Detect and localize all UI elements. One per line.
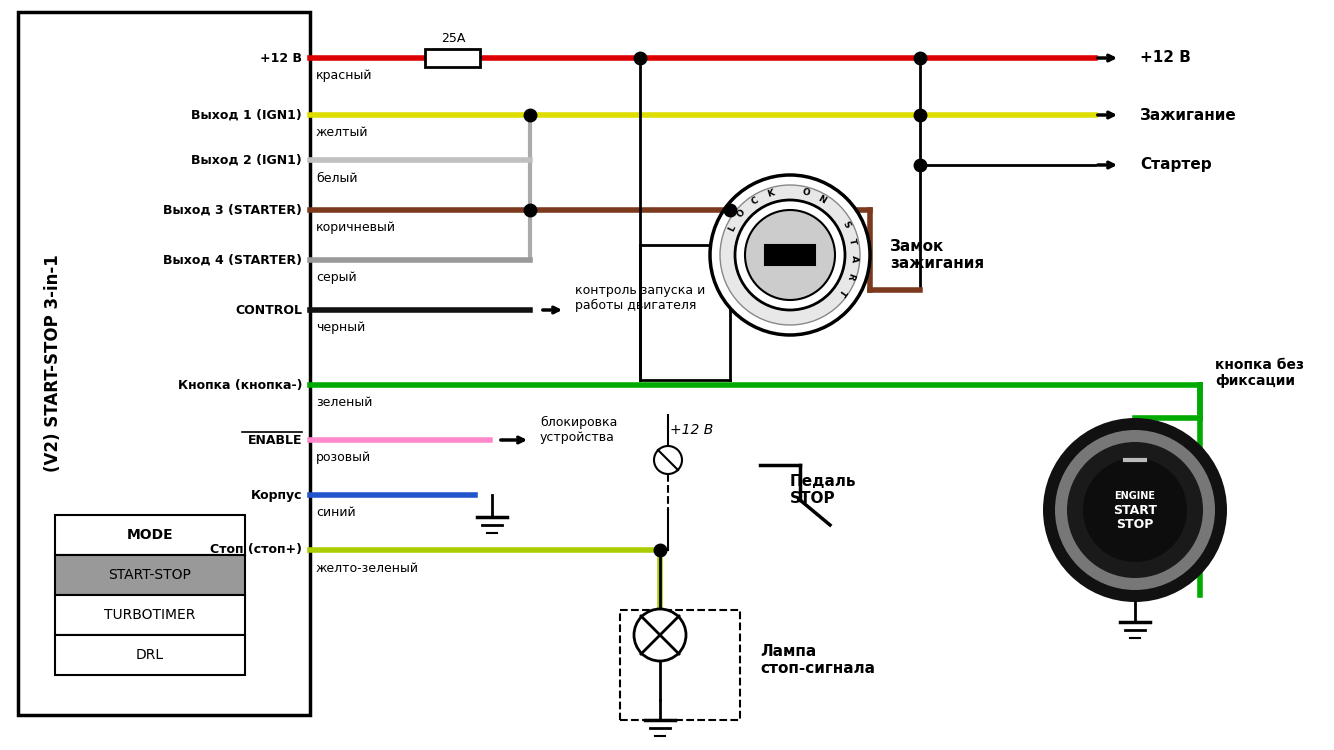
Text: +12 В: +12 В [670,423,714,437]
Text: Педаль
STOP: Педаль STOP [790,474,856,506]
Text: DRL: DRL [136,648,164,662]
Text: красный: красный [316,70,372,82]
Text: Выход 4 (STARTER): Выход 4 (STARTER) [163,254,301,266]
Text: O: O [735,207,747,219]
Text: (V2) START-STOP 3-in-1: (V2) START-STOP 3-in-1 [44,255,61,472]
Text: ENABLE: ENABLE [248,433,301,446]
Text: T: T [847,237,858,245]
Bar [55,635,245,675]
Text: Выход 2 (IGN1): Выход 2 (IGN1) [191,154,301,166]
Text: кнопка без
фиксации: кнопка без фиксации [1215,358,1305,388]
Bar [55,555,245,595]
Circle shape [1067,442,1203,578]
Circle shape [710,175,870,335]
Text: Лампа
стоп-сигнала: Лампа стоп-сигнала [760,644,875,676]
Text: +12 B: +12 B [260,52,301,64]
Text: N: N [816,194,827,206]
Text: Стартер: Стартер [1141,158,1211,172]
Text: +12 В: +12 В [1141,50,1191,65]
Text: зеленый: зеленый [316,397,372,410]
Text: START-STOP: START-STOP [108,568,192,582]
Text: T: T [836,286,848,297]
Text: ENGINE: ENGINE [1114,491,1155,501]
Text: Корпус: Корпус [251,488,301,502]
Circle shape [654,446,682,474]
Text: Выход 1 (IGN1): Выход 1 (IGN1) [191,109,301,122]
Text: O: O [800,188,811,198]
Circle shape [744,210,835,300]
Text: TURBOTIMER: TURBOTIMER [104,608,196,622]
Text: L: L [727,224,738,232]
Text: S: S [840,220,852,230]
Text: желтый: желтый [316,127,368,140]
Bar [764,245,815,265]
Text: Замок
зажигания: Замок зажигания [890,238,984,272]
Text: K: K [766,188,775,200]
Text: синий: синий [316,506,356,520]
Text: блокировка
устройства: блокировка устройства [540,416,618,444]
Text: розовый: розовый [316,452,371,464]
Text: R: R [844,272,856,280]
Text: коричневый: коричневый [316,221,396,235]
Text: желто-зеленый: желто-зеленый [316,562,419,574]
Circle shape [634,609,686,661]
Circle shape [1055,430,1215,590]
Bar [620,610,740,720]
Text: MODE: MODE [127,528,173,542]
Text: CONTROL: CONTROL [235,304,301,316]
Text: серый: серый [316,272,356,284]
Circle shape [735,200,844,310]
Text: белый: белый [316,172,358,184]
Text: C: C [750,196,760,207]
Text: Зажигание: Зажигание [1141,107,1237,122]
Text: START: START [1113,503,1157,517]
Circle shape [720,185,860,325]
Bar [17,12,309,715]
Text: Стоп (стоп+): Стоп (стоп+) [209,544,301,556]
Text: Выход 3 (STARTER): Выход 3 (STARTER) [163,203,301,217]
Bar [426,49,480,67]
Bar [55,595,245,635]
Text: Кнопка (кнопка-): Кнопка (кнопка-) [177,379,301,392]
Text: черный: черный [316,322,366,334]
Circle shape [1043,418,1227,602]
Text: STOP: STOP [1117,518,1154,530]
Text: контроль запуска и
работы двигателя: контроль запуска и работы двигателя [575,284,706,312]
Text: A: A [850,255,859,262]
Bar [55,515,245,555]
Circle shape [1083,458,1187,562]
Text: 25A: 25A [440,32,466,44]
